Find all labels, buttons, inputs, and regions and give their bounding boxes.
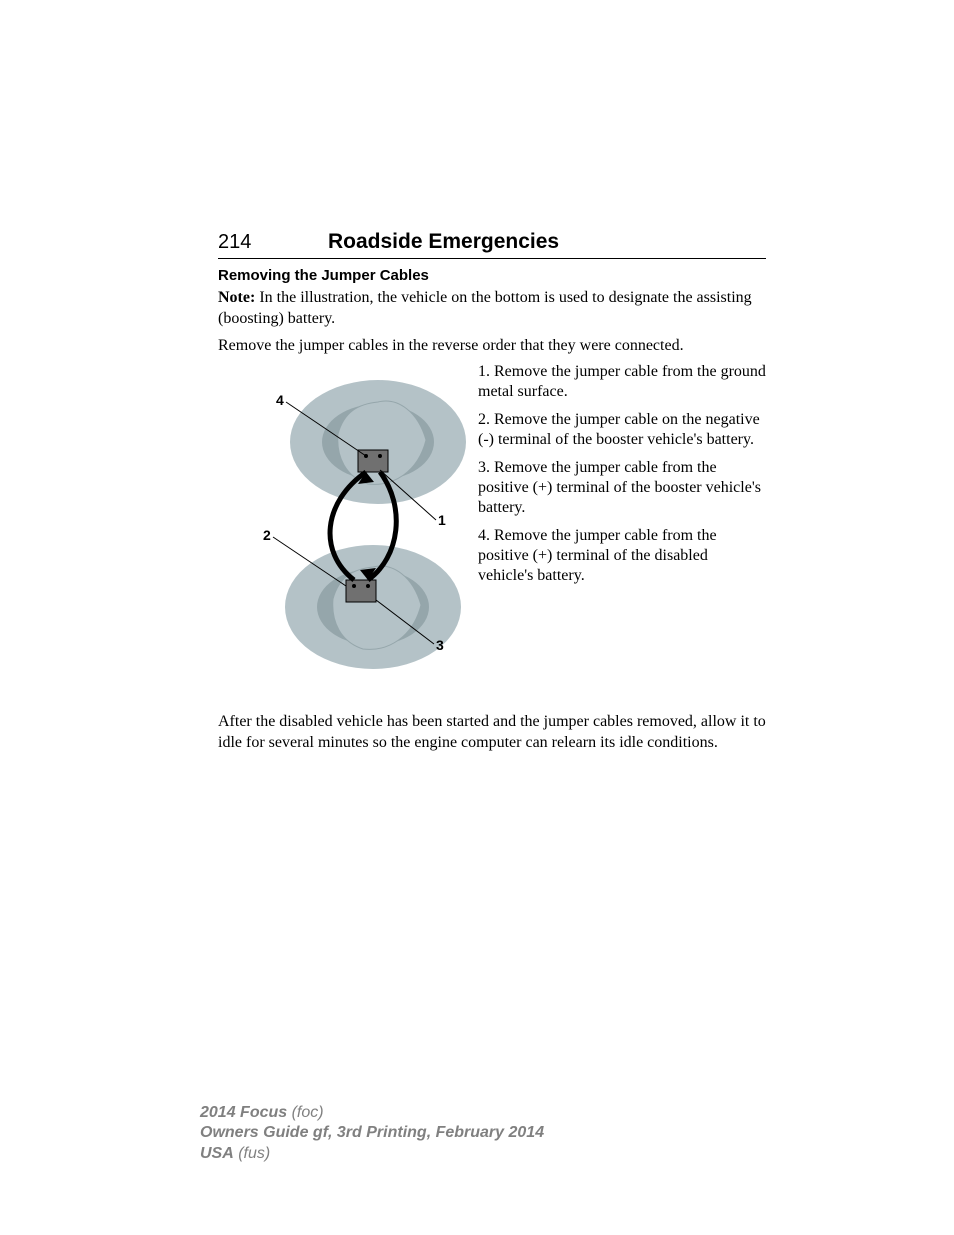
figure-and-steps-row: 1 2 3 4 1. Remove the jumper cable from …: [218, 362, 766, 702]
page-header: 214 Roadside Emergencies: [218, 230, 766, 259]
figure-label-2: 2: [263, 527, 271, 543]
footer-l1-bold: 2014 Focus: [200, 1104, 287, 1121]
footer-line-3: USA (fus): [200, 1144, 544, 1165]
note-text: In the illustration, the vehicle on the …: [218, 289, 752, 327]
step-3: 3. Remove the jumper cable from the posi…: [478, 458, 766, 518]
footer-line-2: Owners Guide gf, 3rd Printing, February …: [200, 1123, 544, 1144]
steps-column: 1. Remove the jumper cable from the grou…: [478, 362, 766, 702]
figure-label-3: 3: [436, 637, 444, 653]
page-title: Roadside Emergencies: [328, 230, 559, 254]
top-vehicle-icon: [290, 380, 466, 504]
step-4: 4. Remove the jumper cable from the posi…: [478, 526, 766, 586]
page-number: 214: [218, 231, 328, 254]
intro-paragraph: Remove the jumper cables in the reverse …: [218, 336, 766, 357]
footer-line-1: 2014 Focus (foc): [200, 1103, 544, 1124]
figure-label-1: 1: [438, 512, 446, 528]
bottom-vehicle-icon: [285, 545, 461, 669]
step-1: 1. Remove the jumper cable from the grou…: [478, 362, 766, 402]
footer-l3-rest: (fus): [234, 1145, 270, 1162]
after-paragraph: After the disabled vehicle has been star…: [218, 712, 766, 754]
document-page: 214 Roadside Emergencies Removing the Ju…: [0, 0, 954, 1235]
bottom-battery-icon: [346, 580, 376, 602]
step-2: 2. Remove the jumper cable on the negati…: [478, 410, 766, 450]
footer-l3-bold: USA: [200, 1145, 234, 1162]
note-paragraph: Note: In the illustration, the vehicle o…: [218, 288, 766, 330]
section-sub-heading: Removing the Jumper Cables: [218, 267, 766, 284]
cable-diagram-figure: 1 2 3 4: [218, 362, 468, 702]
cable-diagram-svg: [218, 362, 468, 702]
footer-l1-rest: (foc): [287, 1104, 323, 1121]
page-footer: 2014 Focus (foc) Owners Guide gf, 3rd Pr…: [200, 1103, 544, 1165]
note-label: Note:: [218, 289, 255, 306]
figure-label-4: 4: [276, 392, 284, 408]
